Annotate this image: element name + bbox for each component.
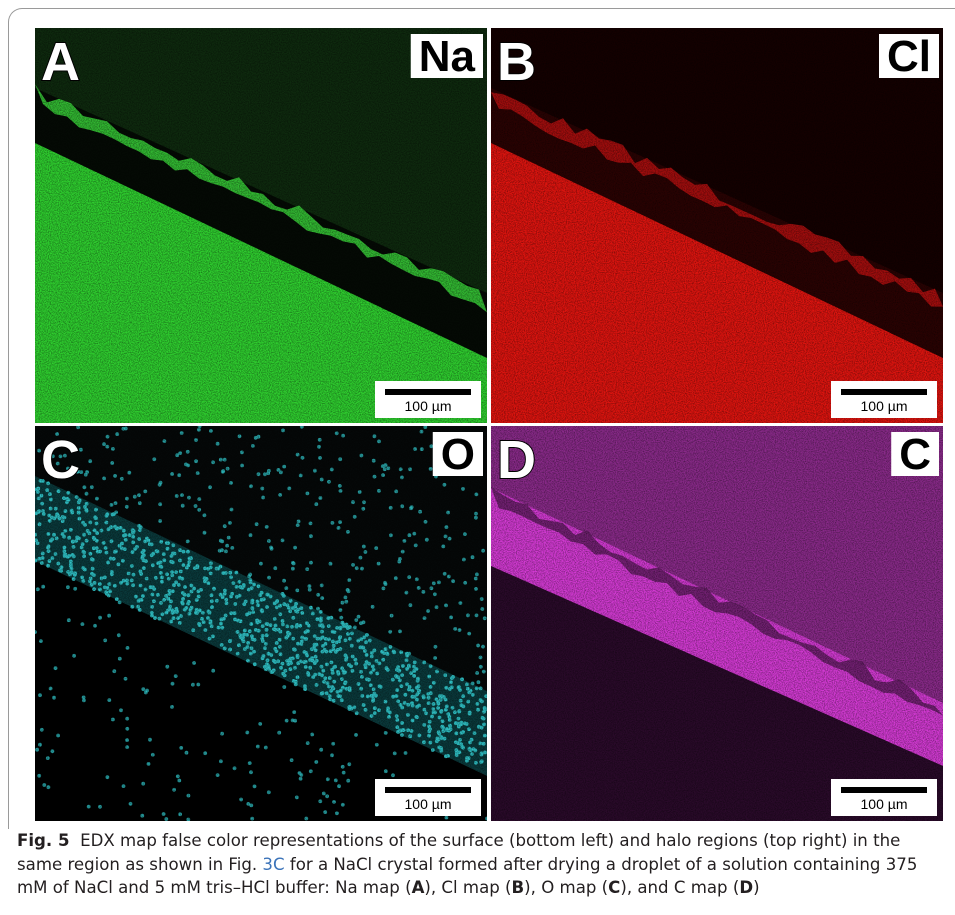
caption-panel-ref: D bbox=[739, 878, 754, 897]
element-label-box bbox=[410, 34, 483, 78]
element-label: Cl bbox=[887, 32, 931, 81]
caption-panel-ref: A bbox=[411, 878, 425, 897]
element-label-box bbox=[432, 432, 483, 476]
panel-letter: A bbox=[41, 32, 80, 92]
map-panel: B Cl 100 µm bbox=[491, 28, 943, 423]
panel-letter: C bbox=[41, 430, 80, 490]
scale-bar-box bbox=[831, 779, 937, 816]
figure-caption: Fig. 5 EDX map false color representatio… bbox=[17, 829, 942, 900]
panel-letter: B bbox=[497, 32, 536, 92]
noise-overlay bbox=[35, 28, 487, 423]
figure-panels: A Na 100 µm B Cl 100 µm C O 100 µm D C 100 µm bbox=[35, 28, 943, 823]
element-label-box bbox=[879, 34, 939, 78]
element-label-box bbox=[891, 432, 939, 476]
scale-bar-box bbox=[831, 381, 937, 418]
panel-letter: D bbox=[497, 430, 536, 490]
element-label: O bbox=[441, 430, 475, 479]
caption-text: ), O map ( bbox=[524, 878, 609, 897]
map-panel: C O 100 µm bbox=[35, 426, 487, 821]
figure-frame bbox=[8, 8, 955, 829]
caption-text: ) bbox=[753, 878, 760, 897]
caption-label: Fig. 5 bbox=[17, 831, 70, 850]
figure-link[interactable]: 3C bbox=[262, 854, 285, 874]
caption-panel-ref: B bbox=[511, 878, 525, 897]
scale-bar bbox=[385, 389, 471, 395]
element-label: C bbox=[899, 430, 931, 479]
caption-text: ), Cl map ( bbox=[424, 878, 512, 897]
scale-bar-box bbox=[375, 779, 481, 816]
scale-bar-label: 100 µm bbox=[861, 398, 908, 414]
noise-overlay bbox=[491, 28, 943, 423]
scale-bar-label: 100 µm bbox=[405, 398, 452, 414]
scale-bar bbox=[841, 787, 927, 793]
scale-bar-label: 100 µm bbox=[405, 796, 452, 812]
scale-bar-label: 100 µm bbox=[861, 796, 908, 812]
map-panel: D C 100 µm bbox=[491, 426, 943, 821]
scale-bar-box bbox=[375, 381, 481, 418]
caption-text: ), and C map ( bbox=[620, 878, 740, 897]
caption-text: for a NaCl crystal formed after drying a… bbox=[17, 854, 918, 898]
scale-bar bbox=[841, 389, 927, 395]
caption-text: EDX map false color representations of t… bbox=[17, 831, 901, 874]
caption-panel-ref: C bbox=[608, 878, 621, 897]
scale-bar bbox=[385, 787, 471, 793]
map-panel: A Na 100 µm bbox=[35, 28, 487, 423]
noise-overlay bbox=[35, 426, 487, 821]
element-label: Na bbox=[419, 32, 476, 81]
noise-overlay bbox=[491, 426, 943, 821]
